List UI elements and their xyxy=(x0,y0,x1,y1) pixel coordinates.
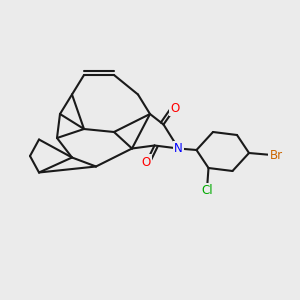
Text: O: O xyxy=(142,155,151,169)
Text: N: N xyxy=(174,142,183,155)
Text: Br: Br xyxy=(269,148,283,162)
Text: O: O xyxy=(170,102,179,115)
Text: Cl: Cl xyxy=(201,184,213,197)
